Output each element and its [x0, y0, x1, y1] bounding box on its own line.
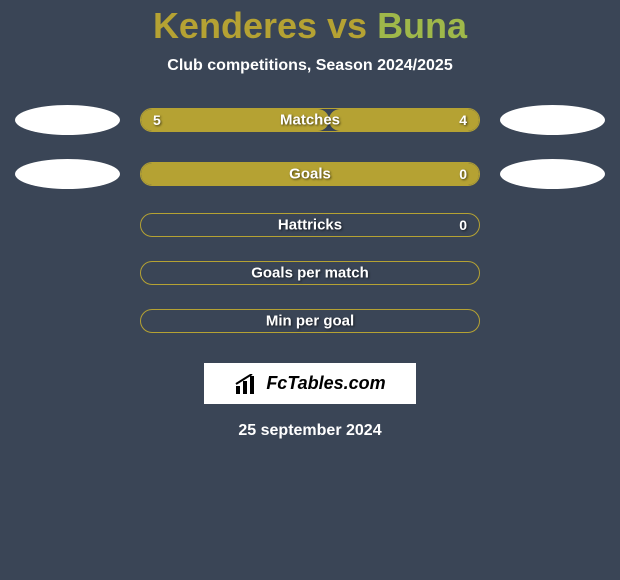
stat-bar: Goals 0: [140, 162, 480, 186]
stat-row: Matches 5 4: [0, 105, 620, 135]
stat-value-right: 0: [459, 217, 467, 233]
bar-fill-right: [329, 109, 479, 131]
stat-label: Goals per match: [251, 265, 369, 282]
stat-bar: Min per goal: [140, 309, 480, 333]
team-a-oval: [15, 105, 120, 135]
stat-bar: Matches 5 4: [140, 108, 480, 132]
brand-text: FcTables.com: [266, 373, 385, 394]
date-text: 25 september 2024: [238, 422, 381, 440]
brand-chart-icon: [234, 374, 260, 394]
stat-value-right: 0: [459, 166, 467, 182]
stat-label: Matches: [280, 112, 340, 129]
brand-box[interactable]: FcTables.com: [204, 363, 415, 404]
team-a-name: Kenderes: [153, 5, 317, 46]
team-b-oval: [500, 105, 605, 135]
subtitle: Club competitions, Season 2024/2025: [167, 57, 452, 75]
vs-text: vs: [317, 5, 377, 46]
stat-bar: Goals per match: [140, 261, 480, 285]
stat-value-right: 4: [459, 112, 467, 128]
page-title: Kenderes vs Buna: [153, 5, 467, 47]
stat-label: Min per goal: [266, 313, 354, 330]
team-a-oval: [15, 159, 120, 189]
stat-row: Hattricks 0: [0, 213, 620, 237]
team-b-name: Buna: [377, 5, 467, 46]
stat-row: Goals per match: [0, 261, 620, 285]
stat-row: Goals 0: [0, 159, 620, 189]
stat-bar: Hattricks 0: [140, 213, 480, 237]
stat-value-left: 5: [153, 112, 161, 128]
stats-container: Matches 5 4 Goals 0 Hattricks 0 Goals per match…: [0, 105, 620, 333]
stat-row: Min per goal: [0, 309, 620, 333]
team-b-oval: [500, 159, 605, 189]
stat-label: Hattricks: [278, 217, 342, 234]
stat-label: Goals: [289, 166, 331, 183]
